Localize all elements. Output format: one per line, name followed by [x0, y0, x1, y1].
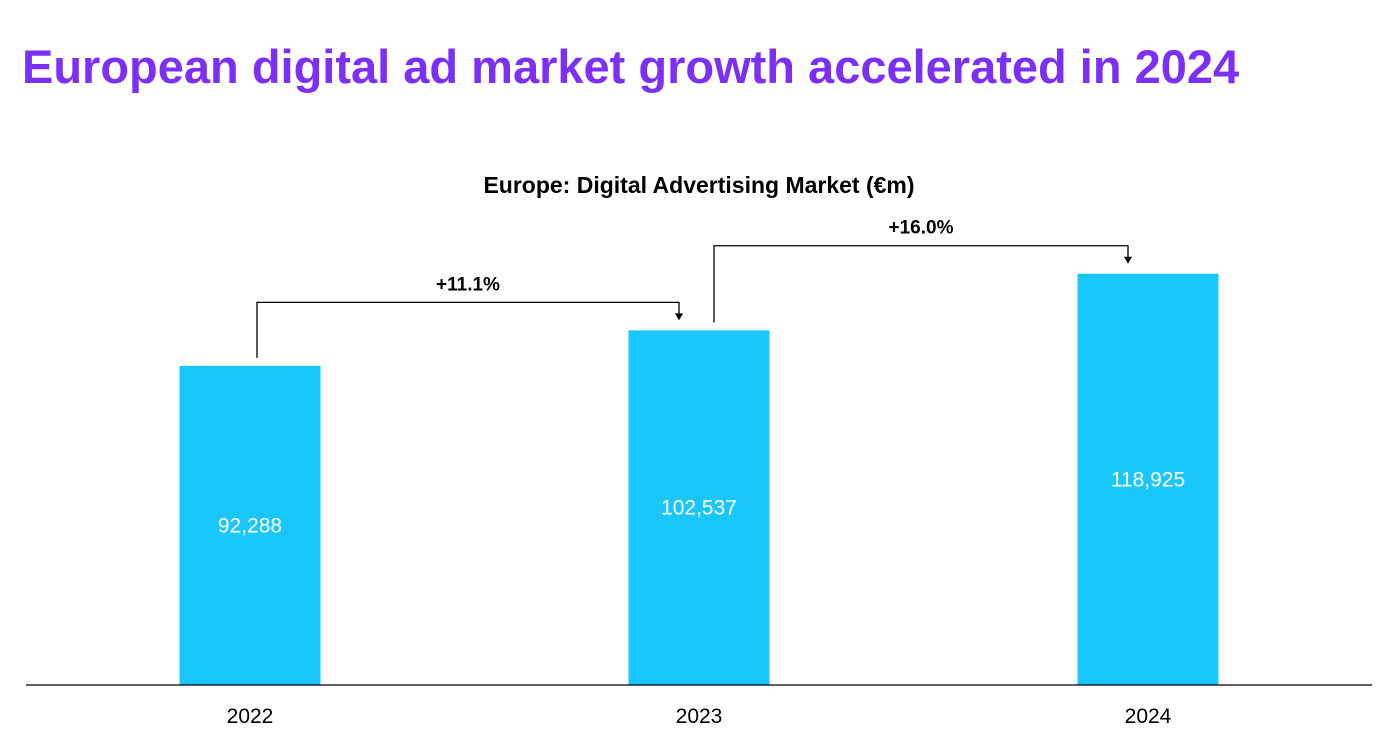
arrowhead-icon — [675, 313, 683, 321]
growth-label: +11.1% — [436, 274, 500, 295]
arrowhead-icon — [1124, 256, 1132, 264]
growth-connector: +11.1% — [256, 274, 683, 358]
bar-value-label: 92,288 — [218, 514, 282, 537]
x-tick-label: 2023 — [676, 705, 723, 728]
x-tick-label: 2022 — [227, 705, 274, 728]
page-title: European digital ad market growth accele… — [22, 40, 1240, 93]
growth-label: +16.0% — [889, 218, 954, 239]
bar-2024 — [1077, 273, 1219, 685]
chart-title: Europe: Digital Advertising Market (€m) — [483, 172, 914, 198]
bar-2022 — [179, 365, 321, 685]
x-tick-label: 2024 — [1125, 705, 1172, 728]
bar-value-label: 102,537 — [661, 497, 737, 520]
bar-value-label: 118,925 — [1111, 468, 1185, 491]
bar-2023 — [628, 330, 770, 685]
growth-connector: +16.0% — [713, 218, 1132, 323]
